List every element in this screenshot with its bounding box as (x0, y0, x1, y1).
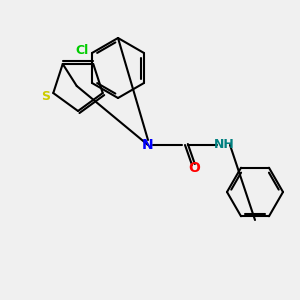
Text: S: S (41, 89, 50, 103)
Text: N: N (142, 138, 154, 152)
Text: Cl: Cl (75, 44, 88, 58)
Text: O: O (188, 161, 200, 175)
Text: NH: NH (214, 139, 234, 152)
